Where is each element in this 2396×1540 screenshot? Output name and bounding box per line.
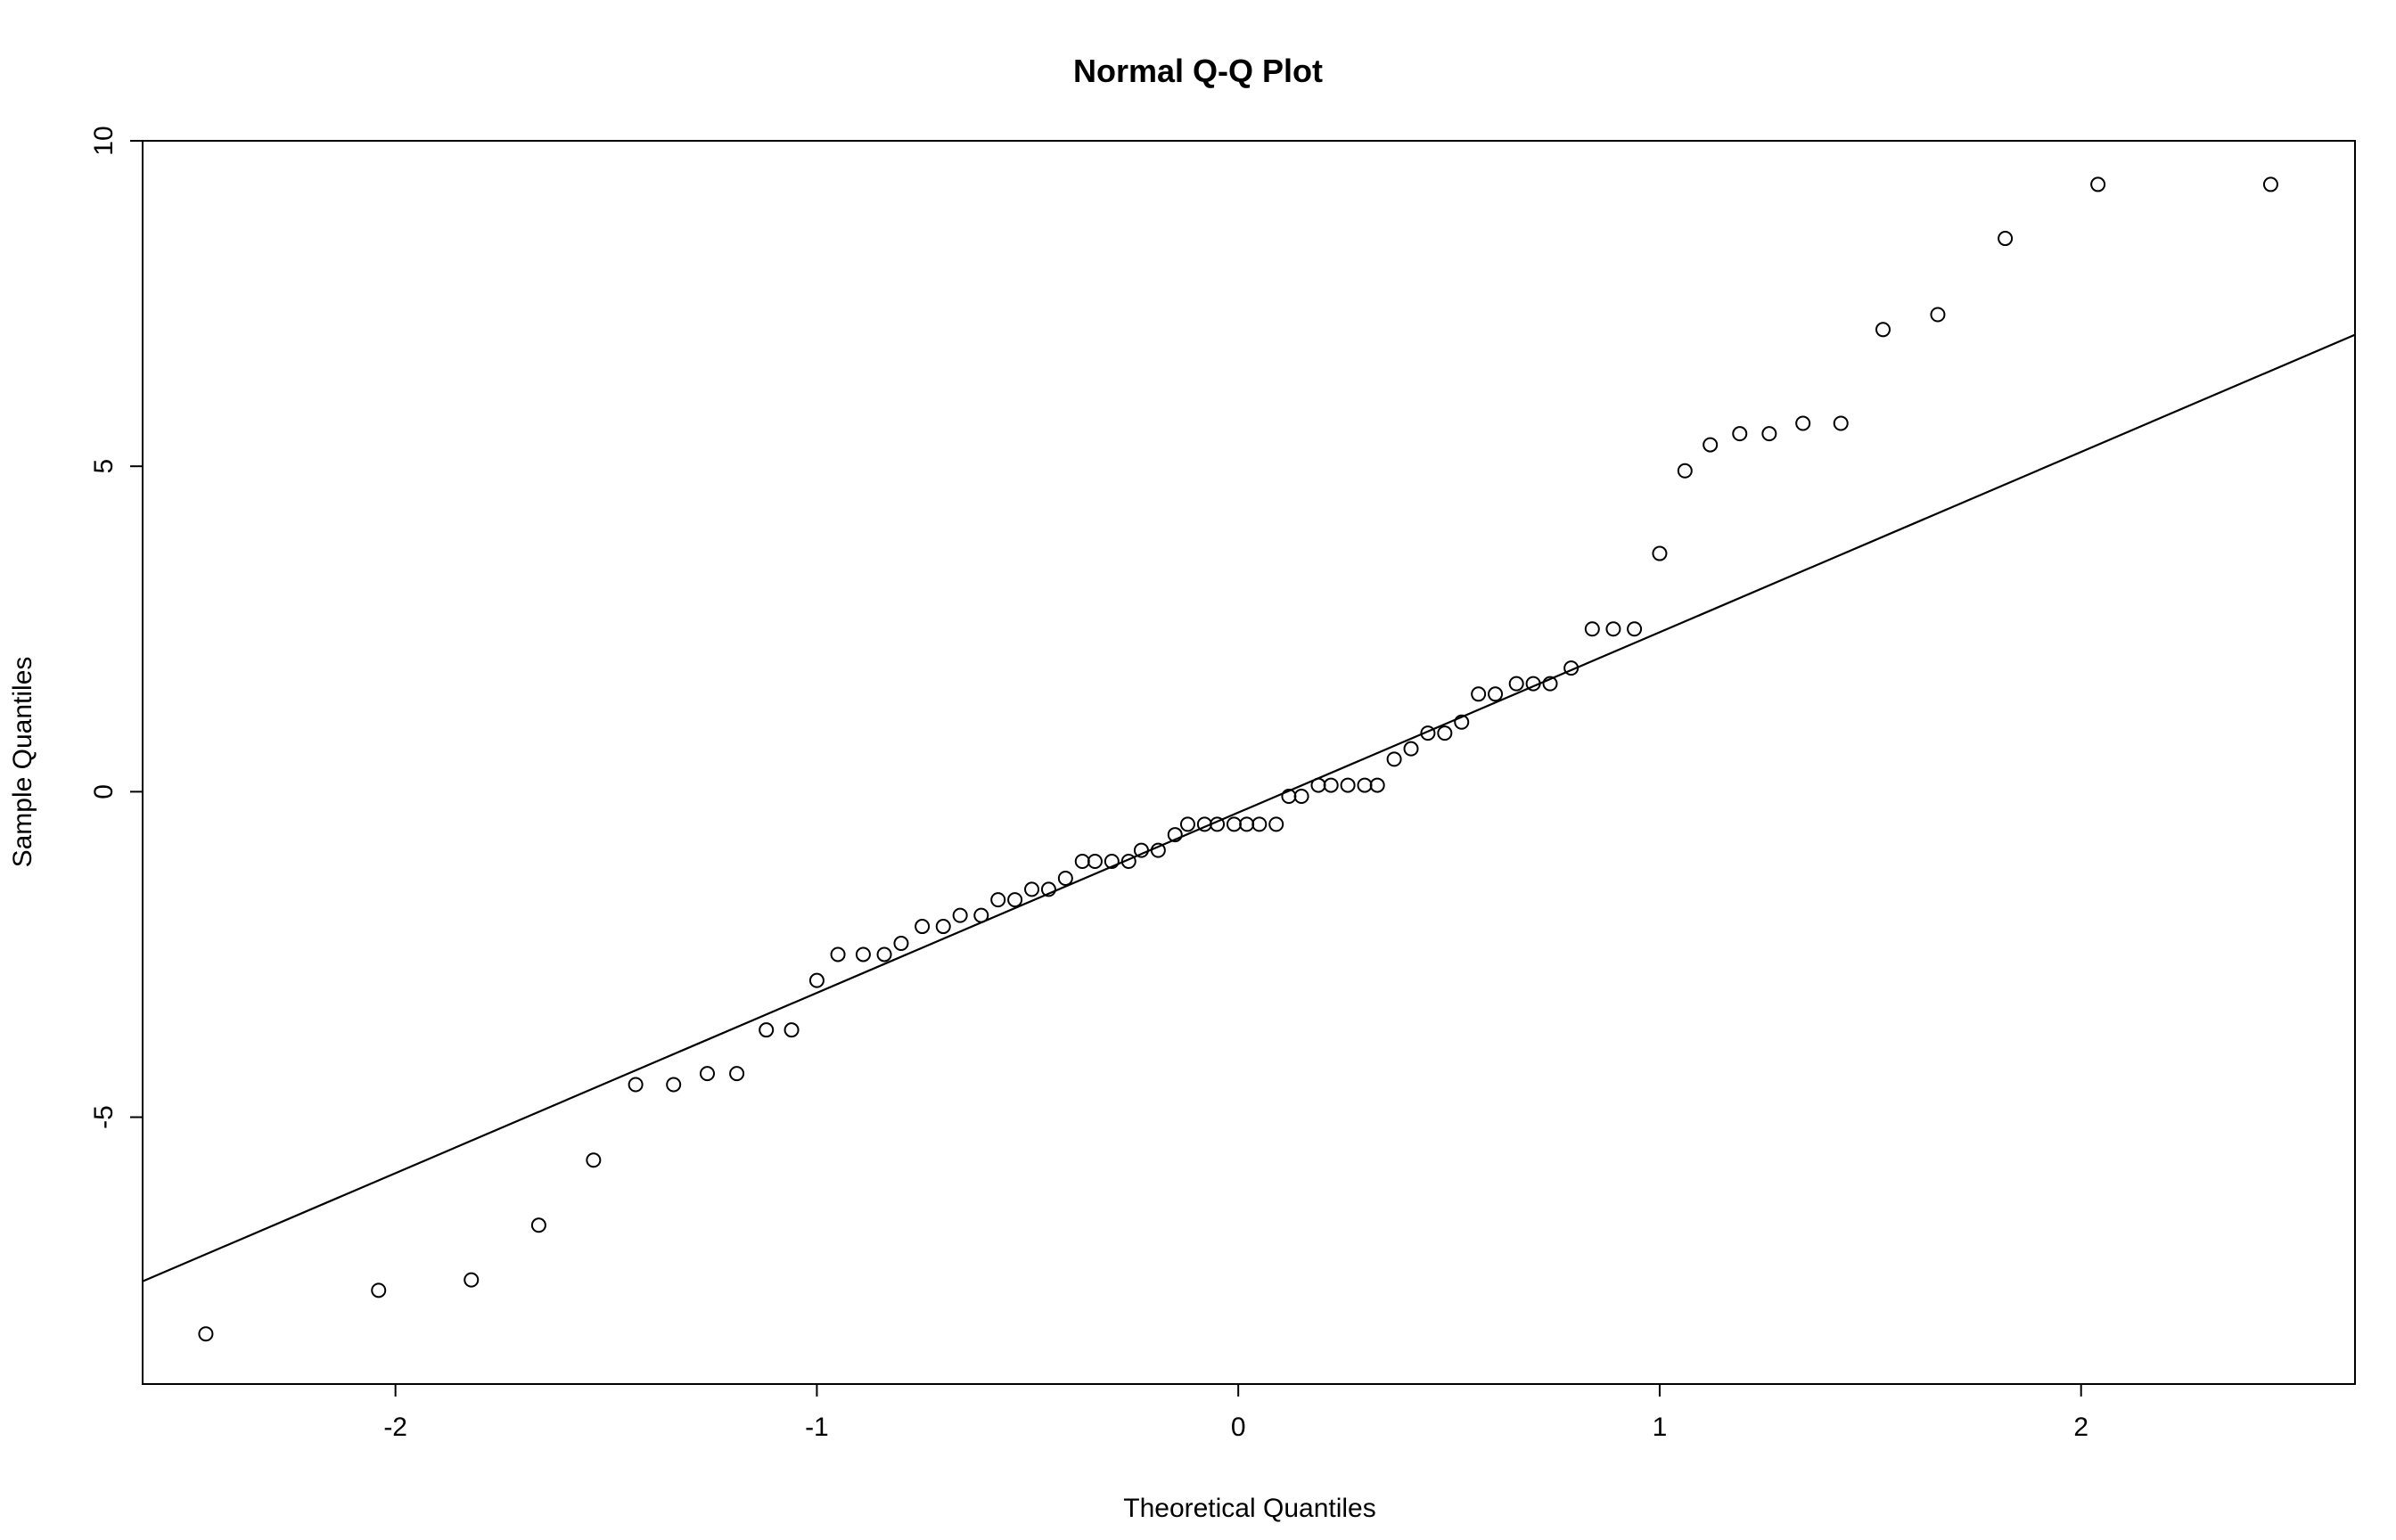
data-point xyxy=(1040,881,1056,897)
data-point xyxy=(1627,621,1643,637)
data-point xyxy=(1386,751,1402,767)
data-point xyxy=(935,919,951,935)
data-point xyxy=(1703,437,1719,453)
data-point xyxy=(1087,854,1103,870)
data-point xyxy=(1074,854,1090,870)
x-tick-label: 1 xyxy=(1653,1413,1668,1442)
data-point xyxy=(464,1272,480,1288)
data-point xyxy=(1454,714,1470,730)
data-point xyxy=(1488,686,1504,702)
data-point xyxy=(1133,842,1149,858)
data-point xyxy=(1833,415,1849,431)
data-point xyxy=(1340,777,1356,793)
data-point xyxy=(1179,816,1195,832)
data-point xyxy=(666,1077,682,1093)
data-point xyxy=(1293,788,1309,804)
data-point xyxy=(1471,686,1487,702)
data-point xyxy=(1605,621,1621,637)
data-point xyxy=(990,892,1006,908)
data-point xyxy=(1930,307,1946,323)
data-point xyxy=(915,919,931,935)
data-point xyxy=(530,1217,546,1233)
data-point xyxy=(1239,816,1255,832)
x-tick-label: 2 xyxy=(2073,1413,2088,1442)
data-point xyxy=(1323,777,1339,793)
data-point xyxy=(830,946,846,962)
data-point xyxy=(784,1022,800,1038)
data-point xyxy=(893,936,909,952)
data-point xyxy=(1795,415,1811,431)
data-point xyxy=(1542,676,1558,692)
data-point xyxy=(1525,676,1541,692)
data-point xyxy=(700,1066,716,1082)
x-axis: -2 -1 0 1 2 xyxy=(383,1384,2088,1442)
x-tick-label: -2 xyxy=(383,1413,407,1442)
data-point xyxy=(1563,660,1580,676)
points-layer xyxy=(198,176,2278,1342)
y-tick-label: -5 xyxy=(89,1105,119,1129)
y-tick-label: 0 xyxy=(89,784,119,799)
plot-frame xyxy=(142,140,2356,1385)
y-axis: -5 0 5 10 xyxy=(89,126,143,1129)
data-point xyxy=(1652,545,1668,561)
reference-line-layer xyxy=(142,333,2356,1282)
data-point xyxy=(1403,741,1419,757)
data-point xyxy=(1437,725,1453,741)
x-tick-label: -1 xyxy=(805,1413,829,1442)
x-tick-label: 0 xyxy=(1231,1413,1246,1442)
data-point xyxy=(628,1077,644,1093)
data-point xyxy=(973,907,989,923)
data-point xyxy=(729,1066,745,1082)
data-point xyxy=(1584,621,1600,637)
data-point xyxy=(1732,426,1748,442)
data-point xyxy=(1998,231,2014,247)
data-point xyxy=(2090,176,2106,192)
y-tick-label: 5 xyxy=(89,459,119,474)
data-point xyxy=(1357,777,1373,793)
data-point xyxy=(855,946,871,962)
data-point xyxy=(1150,842,1166,858)
data-point xyxy=(1508,676,1524,692)
data-point xyxy=(1251,816,1268,832)
data-point xyxy=(1226,816,1242,832)
qq-reference-line xyxy=(142,333,2356,1282)
data-point xyxy=(1057,871,1073,887)
data-point xyxy=(1369,777,1385,793)
y-tick-label: 10 xyxy=(89,126,119,155)
data-point xyxy=(1167,827,1183,843)
data-point xyxy=(1875,322,1891,338)
data-point xyxy=(808,972,825,988)
data-point xyxy=(1007,892,1023,908)
data-point xyxy=(952,907,968,923)
chart-title: Normal Q-Q Plot xyxy=(1073,53,1323,89)
data-point xyxy=(371,1282,387,1298)
data-point xyxy=(1104,854,1120,870)
data-point xyxy=(1310,777,1326,793)
data-point xyxy=(1677,463,1693,479)
data-point xyxy=(1268,816,1284,832)
data-point xyxy=(198,1326,214,1342)
x-axis-label: Theoretical Quantiles xyxy=(1123,1494,1375,1523)
data-point xyxy=(1761,426,1777,442)
data-point xyxy=(1420,725,1436,741)
data-point xyxy=(759,1022,775,1038)
data-point xyxy=(1120,854,1136,870)
data-point xyxy=(586,1152,602,1168)
y-axis-label: Sample Quantiles xyxy=(8,657,37,868)
data-point xyxy=(876,946,892,962)
data-point xyxy=(2262,176,2278,192)
data-point xyxy=(1210,816,1226,832)
data-point xyxy=(1024,881,1040,897)
